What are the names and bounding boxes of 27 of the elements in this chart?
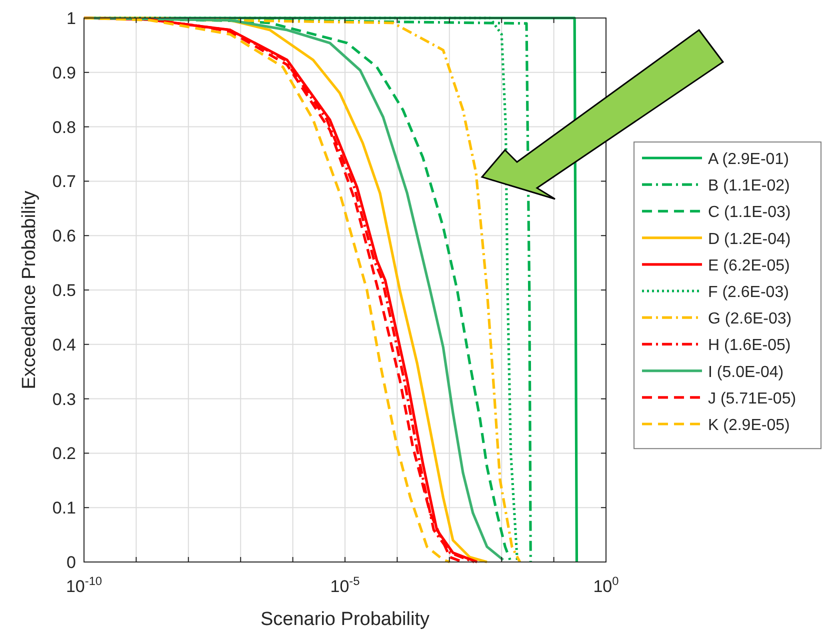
legend-label: F (2.6E-03)	[708, 284, 789, 301]
legend-label: E (6.2E-05)	[708, 257, 790, 274]
legend-label: A (2.9E-01)	[708, 151, 789, 168]
x-axis-title: Scenario Probability	[260, 609, 430, 630]
y-tick-label: 0.1	[52, 498, 76, 518]
y-tick-label: 0	[66, 553, 76, 572]
y-tick-label: 0.9	[52, 63, 76, 82]
y-tick-label: 0.2	[52, 444, 76, 464]
legend-label: C (1.1E-03)	[708, 204, 791, 222]
x-tick-label: 10$^{-10}$	[66, 574, 102, 596]
y-tick-label: 0.8	[52, 118, 76, 137]
y-tick-label: 0.5	[52, 281, 76, 300]
legend-label: K (2.9E-05)	[708, 417, 790, 434]
y-tick-label: 1	[66, 9, 76, 28]
legend-label: D (1.2E-04)	[708, 230, 791, 248]
y-tick-label: 0.3	[52, 390, 76, 409]
legend-label: G (2.6E-03)	[708, 310, 792, 328]
y-tick-label: 0.4	[52, 335, 76, 354]
y-tick-label: 0.6	[52, 226, 76, 246]
y-tick-label: 0.7	[52, 172, 76, 192]
legend-label: I (5.0E-04)	[708, 364, 784, 381]
legend-label: B (1.1E-02)	[708, 178, 790, 195]
legend-label: J (5.71E-05)	[708, 390, 796, 408]
legend-label: H (1.6E-05)	[708, 337, 791, 354]
x-tick-label: 10$^{-5}$	[330, 574, 360, 596]
y-axis-title: Exceedance Probability	[19, 190, 40, 390]
x-tick-label: 10$^{0}$	[593, 574, 620, 596]
